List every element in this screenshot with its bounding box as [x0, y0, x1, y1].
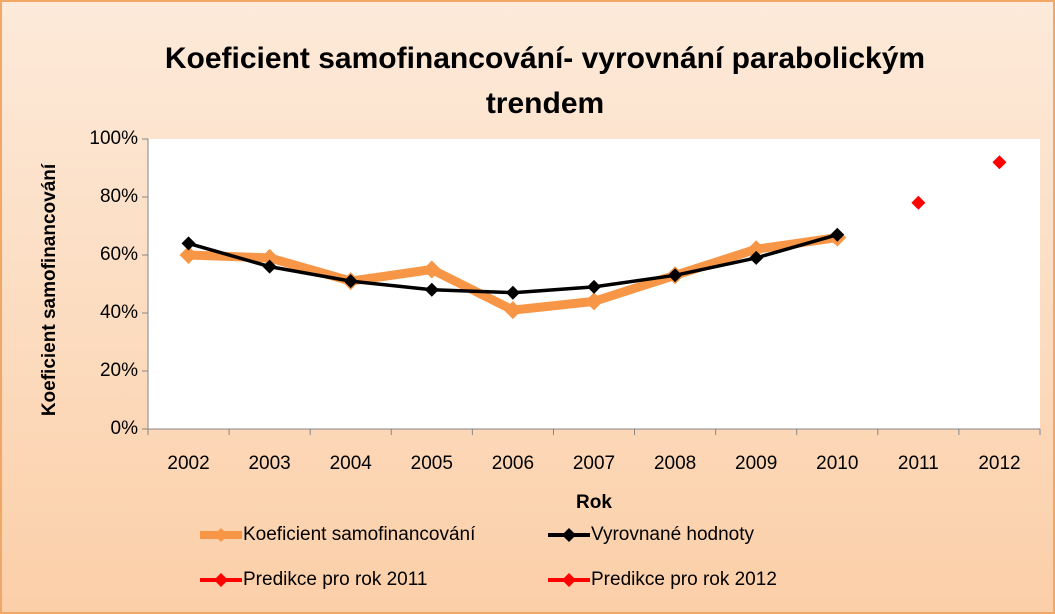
x-axis-label: Rok	[576, 492, 612, 513]
data-point	[911, 195, 926, 210]
data-point	[668, 268, 683, 283]
data-point	[262, 259, 277, 274]
data-point	[343, 274, 358, 289]
y-tick-label: 20%	[100, 360, 138, 381]
legend-marker	[214, 528, 228, 542]
legend-label: Vyrovnané hodnoty	[591, 524, 755, 545]
x-tick-label: 2010	[816, 453, 858, 474]
data-point	[587, 279, 601, 294]
legend-label: Predikce pro rok 2012	[591, 569, 777, 590]
y-tick-label: 60%	[100, 244, 138, 265]
x-tick-label: 2008	[654, 453, 696, 474]
data-point	[179, 246, 198, 264]
data-point	[747, 240, 766, 259]
x-tick-label: 2007	[573, 453, 615, 474]
legend-marker	[562, 528, 576, 542]
legend-label: Koeficient samofinancování	[243, 524, 476, 545]
data-point	[503, 301, 522, 320]
data-point	[505, 285, 520, 300]
y-tick-label: 40%	[100, 302, 138, 323]
data-point	[992, 155, 1007, 170]
y-tick-label: 100%	[89, 128, 138, 149]
legend-label: Predikce pro rok 2011	[243, 569, 427, 590]
x-tick-label: 2012	[978, 453, 1020, 474]
x-tick-label: 2006	[492, 453, 534, 474]
y-tick-label: 80%	[100, 186, 138, 207]
data-point	[749, 250, 764, 265]
legend-marker	[562, 573, 576, 587]
data-point	[830, 227, 845, 242]
y-tick-label: 0%	[111, 418, 139, 439]
x-tick-label: 2003	[248, 453, 290, 474]
data-point	[260, 248, 279, 267]
y-axis-label: Koeficient samofinancování	[39, 163, 60, 416]
x-tick-label: 2005	[411, 453, 453, 474]
chart-title: Koeficient samofinancování- vyrovnání pa…	[165, 42, 925, 120]
data-point	[181, 236, 196, 251]
x-tick-label: 2002	[167, 453, 209, 474]
legend-marker	[214, 573, 228, 587]
x-tick-label: 2004	[330, 453, 373, 474]
data-point	[585, 292, 603, 311]
x-tick-label: 2009	[735, 453, 777, 474]
data-point	[422, 260, 441, 279]
x-tick-label: 2011	[898, 453, 939, 474]
data-point	[424, 282, 439, 297]
